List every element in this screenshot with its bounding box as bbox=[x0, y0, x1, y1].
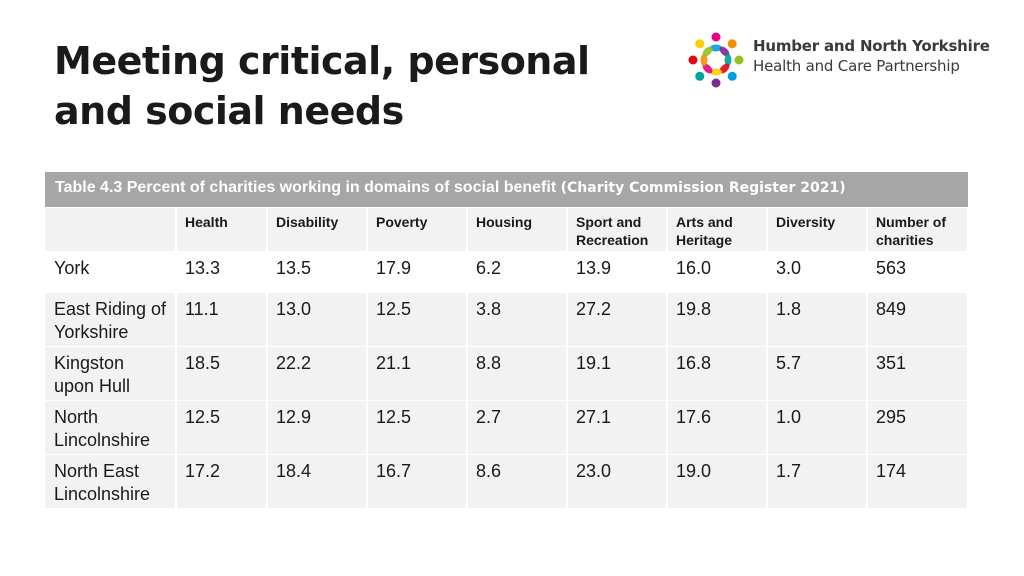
table-cell: 18.5 bbox=[177, 347, 268, 400]
table-cell: 12.5 bbox=[177, 401, 268, 454]
column-header: Sport and Recreation bbox=[568, 208, 668, 251]
table-cell: 351 bbox=[868, 347, 969, 400]
logo-figure-head bbox=[727, 71, 737, 81]
table-cell: 16.0 bbox=[668, 252, 768, 292]
partnership-logo: Humber and North Yorkshire Health and Ca… bbox=[684, 28, 994, 92]
row-label-cell: North Lincolnshire bbox=[45, 401, 177, 454]
table-cell: 11.1 bbox=[177, 293, 268, 346]
logo-figure-body bbox=[719, 46, 730, 57]
row-label-cell: Kingston upon Hull bbox=[45, 347, 177, 400]
table-header-row: Health Disability Poverty Housing Sport and … bbox=[45, 208, 969, 251]
charities-table: Table 4.3 Percent of charities working i… bbox=[45, 171, 969, 509]
column-header: Arts and Heritage bbox=[668, 208, 768, 251]
logo-figure-body bbox=[710, 68, 722, 76]
slide-title: Meeting critical, personal and social ne… bbox=[54, 39, 590, 133]
row-label-cell: York bbox=[45, 252, 177, 292]
table-cell: 17.2 bbox=[177, 455, 268, 508]
table-cell: 12.9 bbox=[268, 401, 368, 454]
people-circle-icon bbox=[688, 32, 744, 88]
table-row: York 13.3 13.5 17.9 6.2 13.9 16.0 3.0 563 bbox=[45, 252, 969, 292]
table-cell: 22.2 bbox=[268, 347, 368, 400]
logo-line2: Health and Care Partnership bbox=[753, 57, 960, 75]
table-cell: 2.7 bbox=[468, 401, 568, 454]
logo-figure-body bbox=[719, 63, 730, 74]
logo-figure-head bbox=[688, 55, 698, 65]
table-cell: 13.5 bbox=[268, 252, 368, 292]
table-cell: 849 bbox=[868, 293, 969, 346]
table-cell: 19.1 bbox=[568, 347, 668, 400]
logo-figure-body bbox=[702, 46, 713, 57]
logo-text: Humber and North Yorkshire Health and Ca… bbox=[753, 36, 990, 76]
header-cell-blank bbox=[45, 208, 177, 251]
table-cell: 27.2 bbox=[568, 293, 668, 346]
table-cell: 8.6 bbox=[468, 455, 568, 508]
logo-figure-body bbox=[710, 44, 722, 52]
table-cell: 5.7 bbox=[768, 347, 868, 400]
table-cell: 27.1 bbox=[568, 401, 668, 454]
table-cell: 13.0 bbox=[268, 293, 368, 346]
table-cell: 12.5 bbox=[368, 401, 468, 454]
table-cell: 12.5 bbox=[368, 293, 468, 346]
table-row: Kingston upon Hull 18.5 22.2 21.1 8.8 19.1 16.… bbox=[45, 347, 969, 400]
row-label-cell: North East Lincolnshire bbox=[45, 455, 177, 508]
table-cell: 13.9 bbox=[568, 252, 668, 292]
logo-figure-head bbox=[727, 39, 737, 49]
table-cell: 563 bbox=[868, 252, 969, 292]
table-caption: Table 4.3 Percent of charities working i… bbox=[45, 172, 969, 207]
table-cell: 1.0 bbox=[768, 401, 868, 454]
caption-main: Table 4.3 Percent of charities working i… bbox=[55, 179, 561, 196]
table-row: North East Lincolnshire 17.2 18.4 16.7 8.6 23… bbox=[45, 455, 969, 508]
logo-figure-head bbox=[734, 55, 744, 65]
table-cell: 8.8 bbox=[468, 347, 568, 400]
table-cell: 18.4 bbox=[268, 455, 368, 508]
table-cell: 17.6 bbox=[668, 401, 768, 454]
logo-figure-body bbox=[700, 54, 708, 66]
table-cell: 174 bbox=[868, 455, 969, 508]
table-cell: 3.0 bbox=[768, 252, 868, 292]
table-row: East Riding of Yorkshire 11.1 13.0 12.5 3.8 2… bbox=[45, 293, 969, 346]
column-header: Disability bbox=[268, 208, 368, 251]
table-cell: 6.2 bbox=[468, 252, 568, 292]
table-cell: 295 bbox=[868, 401, 969, 454]
column-header: Health bbox=[177, 208, 268, 251]
caption-source: (Charity Commission Register 2021) bbox=[560, 180, 846, 196]
row-label-cell: East Riding of Yorkshire bbox=[45, 293, 177, 346]
table-cell: 3.8 bbox=[468, 293, 568, 346]
table-row: North Lincolnshire 12.5 12.9 12.5 2.7 27.1 17.… bbox=[45, 401, 969, 454]
table-cell: 17.9 bbox=[368, 252, 468, 292]
logo-line1: Humber and North Yorkshire bbox=[753, 37, 990, 55]
table-cell: 1.8 bbox=[768, 293, 868, 346]
logo-figure-head bbox=[711, 32, 721, 42]
table-cell: 13.3 bbox=[177, 252, 268, 292]
table-cell: 21.1 bbox=[368, 347, 468, 400]
column-header: Poverty bbox=[368, 208, 468, 251]
logo-figure-head bbox=[695, 39, 705, 49]
column-header: Housing bbox=[468, 208, 568, 251]
table-cell: 1.7 bbox=[768, 455, 868, 508]
table-cell: 19.8 bbox=[668, 293, 768, 346]
column-header: Diversity bbox=[768, 208, 868, 251]
table-cell: 16.7 bbox=[368, 455, 468, 508]
column-header: Number of charities bbox=[868, 208, 969, 251]
table-cell: 19.0 bbox=[668, 455, 768, 508]
logo-figure-head bbox=[695, 71, 705, 81]
logo-figure-head bbox=[711, 78, 721, 88]
table-cell: 16.8 bbox=[668, 347, 768, 400]
table-cell: 23.0 bbox=[568, 455, 668, 508]
logo-figure-body bbox=[724, 54, 732, 66]
logo-figure-body bbox=[702, 63, 713, 74]
